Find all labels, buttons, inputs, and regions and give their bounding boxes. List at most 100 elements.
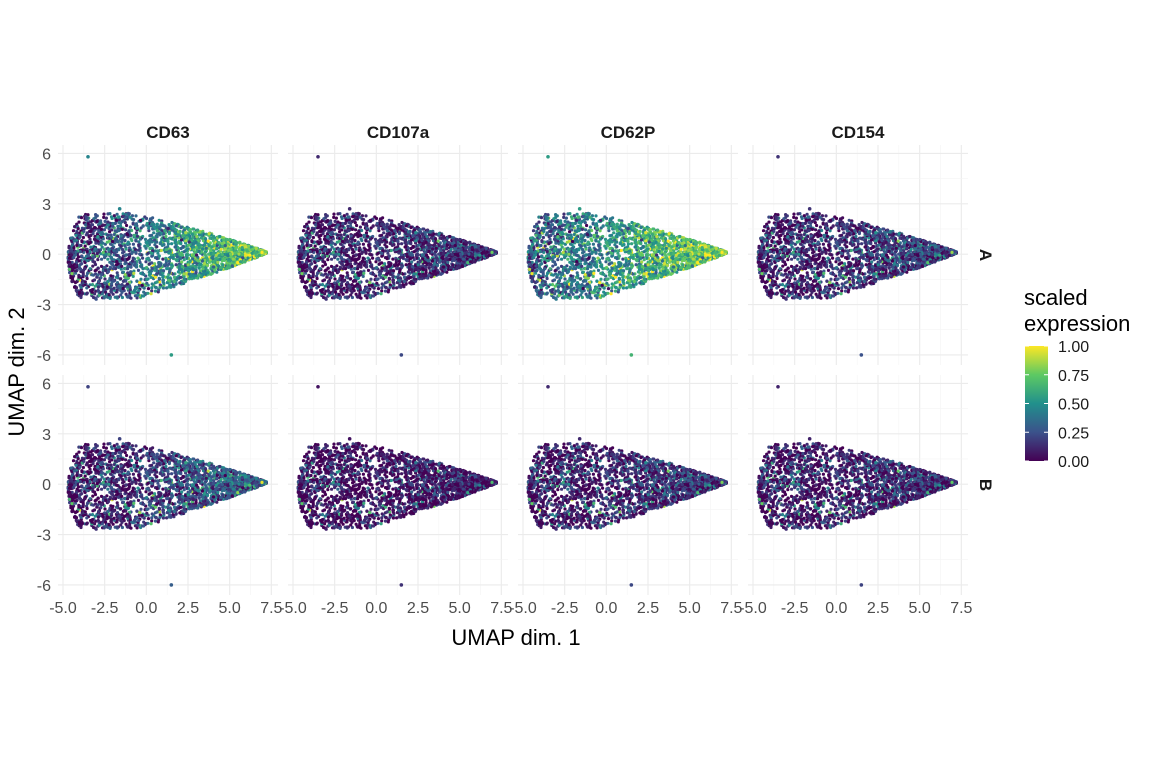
data-point — [340, 282, 343, 285]
data-point — [89, 230, 92, 233]
data-point — [137, 243, 140, 246]
data-point — [121, 228, 124, 231]
data-point — [218, 258, 221, 261]
data-point — [341, 240, 344, 243]
data-point — [300, 237, 303, 240]
data-point — [132, 257, 135, 260]
data-point — [125, 253, 128, 256]
data-point — [180, 260, 183, 263]
data-point — [384, 290, 387, 293]
data-point — [68, 268, 71, 271]
data-point — [367, 249, 370, 252]
data-point — [298, 263, 301, 266]
data-point — [156, 257, 159, 260]
data-point — [337, 223, 340, 226]
data-point — [144, 260, 147, 263]
data-point — [471, 253, 474, 256]
data-point — [373, 245, 376, 248]
outlier-point — [86, 155, 90, 159]
data-point — [215, 247, 218, 250]
data-point — [404, 245, 407, 248]
data-point — [388, 277, 391, 280]
data-point — [385, 245, 388, 248]
data-point — [431, 247, 434, 250]
data-point — [219, 266, 222, 269]
data-point — [195, 241, 198, 244]
data-point — [153, 225, 156, 228]
data-point — [133, 289, 136, 292]
data-point — [101, 292, 104, 295]
data-point — [467, 252, 470, 255]
data-point — [410, 260, 413, 263]
data-point — [342, 267, 345, 270]
data-point — [226, 254, 229, 257]
data-point — [200, 233, 203, 236]
data-point — [96, 252, 99, 255]
data-point — [94, 213, 97, 216]
data-point — [97, 229, 100, 232]
data-point — [372, 294, 375, 297]
data-point — [115, 260, 118, 263]
data-point — [181, 234, 184, 237]
data-point — [195, 253, 198, 256]
data-point — [101, 231, 104, 234]
data-point — [124, 216, 127, 219]
data-point — [409, 257, 412, 260]
data-point — [199, 263, 202, 266]
data-point — [300, 272, 303, 275]
data-point — [174, 245, 177, 248]
data-point — [323, 238, 326, 241]
data-point — [70, 237, 73, 240]
data-point — [232, 257, 235, 260]
data-point — [328, 271, 331, 274]
data-point — [103, 248, 106, 251]
data-point — [175, 224, 178, 227]
data-point — [427, 259, 430, 262]
data-point — [128, 249, 131, 252]
data-point — [336, 233, 339, 236]
data-point — [307, 221, 310, 224]
data-point — [351, 283, 354, 286]
data-point — [405, 224, 408, 227]
data-point — [104, 291, 107, 294]
data-point — [330, 228, 333, 231]
data-point — [365, 265, 368, 268]
data-point — [312, 230, 315, 233]
data-point — [170, 237, 173, 240]
data-point — [119, 224, 122, 227]
data-point — [74, 234, 77, 237]
data-point — [364, 214, 367, 217]
data-point — [449, 266, 452, 269]
data-point — [129, 226, 132, 229]
data-point — [173, 280, 176, 283]
data-point — [221, 263, 224, 266]
data-point — [184, 231, 187, 234]
data-point — [355, 293, 358, 296]
data-point — [82, 230, 85, 233]
data-point — [96, 273, 99, 276]
data-point — [70, 249, 73, 252]
data-point — [360, 237, 363, 240]
data-point — [447, 241, 450, 244]
data-point — [121, 257, 124, 260]
data-point — [139, 219, 142, 222]
data-point — [168, 223, 171, 226]
data-point — [436, 264, 439, 267]
data-point — [169, 276, 172, 279]
data-point — [391, 258, 394, 261]
data-point — [75, 251, 78, 254]
data-point — [258, 254, 261, 257]
data-point — [393, 239, 396, 242]
data-point — [136, 235, 139, 238]
data-point — [327, 280, 330, 283]
data-point — [107, 253, 110, 256]
data-point — [70, 272, 73, 275]
data-point — [112, 267, 115, 270]
data-point — [116, 295, 119, 298]
data-point — [366, 257, 369, 260]
data-point — [312, 273, 315, 276]
data-point — [135, 222, 138, 225]
data-point — [104, 266, 107, 269]
data-point — [129, 288, 132, 291]
data-point — [211, 245, 214, 248]
